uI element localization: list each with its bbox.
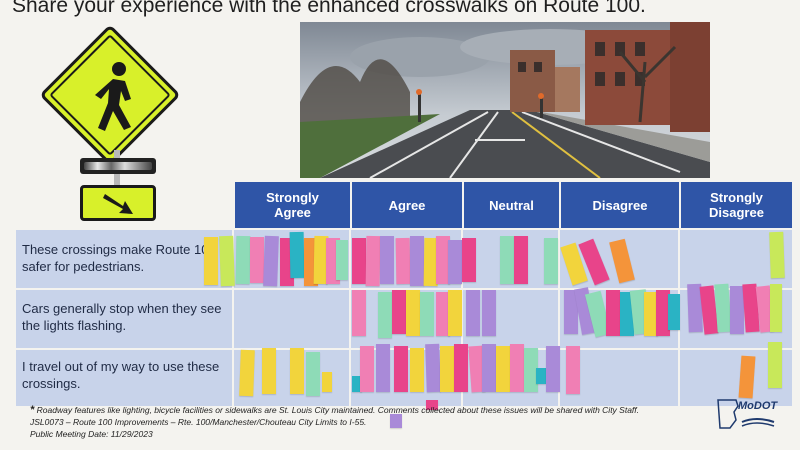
- column-header-agree: Agree: [350, 182, 462, 228]
- sticky-note: [544, 238, 558, 284]
- sticky-note: [410, 236, 424, 286]
- sticky-note: [448, 240, 462, 284]
- sticky-note: [352, 290, 366, 336]
- sticky-note: [352, 238, 366, 284]
- sticky-note: [768, 342, 782, 388]
- sticky-note: [514, 236, 528, 284]
- arrow-sign: [80, 185, 156, 221]
- footer-meeting-date: Public Meeting Date: 11/29/2023: [30, 429, 153, 439]
- sticky-note: [352, 376, 362, 392]
- sticky-note: [644, 292, 658, 336]
- footer-note: * Roadway features like lighting, bicycl…: [30, 404, 640, 416]
- sticky-note: [496, 346, 510, 392]
- sticky-note: [306, 352, 320, 396]
- sticky-note: [606, 290, 620, 336]
- sticky-note: [425, 343, 441, 393]
- sticky-note: [524, 348, 538, 392]
- sticky-note: [365, 235, 381, 287]
- sticky-note: [536, 368, 546, 384]
- sticky-note: [454, 344, 468, 392]
- column-header-disagree: Disagree: [559, 182, 679, 228]
- footer-project-id: JSL0073 – Route 100 Improvements – Rte. …: [30, 417, 367, 427]
- sticky-note: [436, 292, 450, 336]
- sticky-note: [482, 290, 496, 336]
- sticky-note: [380, 236, 394, 284]
- sticky-note: [564, 290, 578, 334]
- sticky-note: [204, 237, 218, 285]
- street-photo: [300, 22, 710, 178]
- sticky-note: [394, 346, 408, 392]
- modot-logo: MoDOT: [716, 398, 778, 430]
- row-label-cars-stop: Cars generally stop when they see the li…: [22, 301, 222, 333]
- sticky-note: [462, 238, 476, 282]
- sticky-note: [360, 346, 374, 392]
- arrow-down-right-icon: [103, 194, 133, 214]
- sticky-note: [322, 372, 332, 392]
- sticky-note: [263, 235, 279, 287]
- pedestrian-icon: [95, 62, 131, 131]
- column-header-strongly-agree: Strongly Agree: [233, 182, 350, 228]
- sticky-note: [566, 346, 580, 394]
- sticky-note: [440, 346, 454, 392]
- sticky-note: [546, 346, 560, 392]
- sticky-note: [770, 284, 782, 332]
- flashing-light-bar: [80, 158, 156, 174]
- sticky-note: [769, 231, 785, 279]
- sticky-note: [219, 235, 235, 287]
- sticky-note: [239, 349, 255, 397]
- sticky-note: [500, 236, 514, 284]
- sticky-note: [378, 292, 392, 338]
- sticky-note: [730, 286, 744, 334]
- row-label-travel-out: I travel out of my way to use these cros…: [22, 359, 220, 391]
- sticky-note: [235, 235, 251, 285]
- sticky-note: [376, 344, 390, 392]
- sticky-note: [738, 355, 756, 399]
- column-header-strongly-disagree: Strongly Disagree: [679, 182, 792, 228]
- sticky-note: [420, 292, 434, 336]
- sticky-note: [395, 237, 411, 285]
- sticky-note: [426, 400, 438, 410]
- sticky-note: [668, 294, 680, 330]
- sticky-note: [656, 290, 670, 336]
- poster-title: Share your experience with the enhanced …: [12, 0, 646, 17]
- column-header-neutral: Neutral: [462, 182, 559, 228]
- sticky-note: [406, 290, 420, 336]
- sticky-note: [290, 348, 304, 394]
- sticky-note: [410, 348, 424, 392]
- row-label-safer: These crossings make Route 100 safer for…: [22, 242, 216, 274]
- sticky-note: [482, 344, 496, 392]
- sticky-note: [336, 240, 348, 280]
- sticky-note: [262, 348, 276, 394]
- sticky-note: [448, 290, 462, 336]
- sticky-note: [289, 231, 305, 279]
- sticky-note: [510, 344, 524, 392]
- sticky-note: [466, 290, 480, 336]
- sticky-note: [390, 414, 402, 428]
- missouri-state-icon: [717, 399, 775, 429]
- sticky-note: [392, 290, 406, 334]
- sticky-note: [250, 237, 264, 283]
- sticky-note: [436, 236, 450, 284]
